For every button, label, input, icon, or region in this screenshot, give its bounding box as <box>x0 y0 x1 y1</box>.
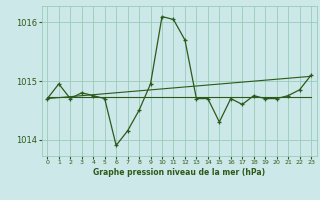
X-axis label: Graphe pression niveau de la mer (hPa): Graphe pression niveau de la mer (hPa) <box>93 168 265 177</box>
